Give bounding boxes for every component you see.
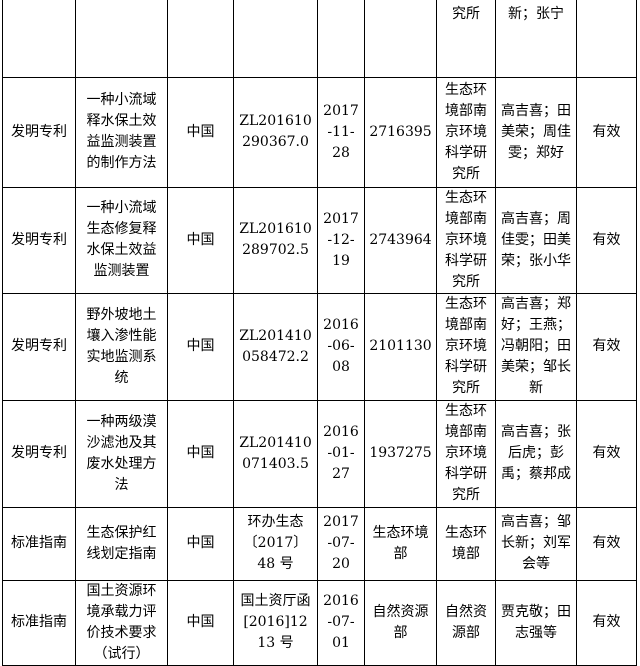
cell-code: 自然资源部	[364, 579, 437, 666]
cell-date: 2017-07-20	[317, 506, 365, 581]
cell-type: 发明专利	[2, 399, 76, 508]
cell-inventors: 高吉喜；张后虎；彭禹；蔡邦成	[495, 399, 577, 508]
cell-code: 2743964	[364, 186, 437, 294]
cell-date: 2016-01-27	[317, 399, 365, 508]
cell-country	[167, 0, 234, 78]
cell-title: 国土资源环境承载力评价技术要求（试行）	[75, 579, 168, 666]
cell-institution: 生态环境部南京环境科学研究所	[436, 186, 496, 294]
table-row: 标准指南 国土资源环境承载力评价技术要求（试行） 中国 国土资厅函[2016]1…	[2, 579, 637, 666]
cell-inventors: 高吉喜；田美荣；周佳雯；郑好	[495, 76, 577, 188]
cell-date	[317, 0, 365, 78]
cell-code	[364, 0, 437, 78]
cell-institution: 生态环境部	[436, 506, 496, 581]
table-row: 发明专利 一种小流域生态修复释水保土效益监测装置 中国 ZL2016102897…	[2, 186, 637, 294]
cell-status: 有效	[576, 186, 637, 294]
cell-type: 发明专利	[2, 186, 76, 294]
cell-inventors: 高吉喜；周佳雯；田美荣；张小华	[495, 186, 577, 294]
cell-status: 有效	[576, 506, 637, 581]
cell-inventors: 高吉喜；郑好；王燕；冯朝阳；田美荣；邹长新	[495, 292, 577, 401]
cell-country: 中国	[167, 292, 234, 401]
table-row: 发明专利 一种小流域释水保土效益监测装置的制作方法 中国 ZL201610290…	[2, 76, 637, 188]
cell-country: 中国	[167, 506, 234, 581]
cell-code: 生态环境部	[364, 506, 437, 581]
cell-title: 生态保护红线划定指南	[75, 506, 168, 581]
cell-code: 1937275	[364, 399, 437, 508]
cell-code: 2101130	[364, 292, 437, 401]
table-row-carryover: 究所 新；张宁	[2, 0, 637, 78]
cell-date: 2017-11-28	[317, 76, 365, 188]
cell-inventors: 贾克敬；田志强等	[495, 579, 577, 666]
cell-number: ZL201610290367.0	[233, 76, 318, 188]
cell-number: 环办生态〔2017〕48 号	[233, 506, 318, 581]
cell-type: 标准指南	[2, 579, 76, 666]
cell-type	[2, 0, 76, 78]
cell-date: 2017-12-19	[317, 186, 365, 294]
cell-number: ZL201410071403.5	[233, 399, 318, 508]
cell-status: 有效	[576, 292, 637, 401]
cell-type: 发明专利	[2, 292, 76, 401]
cell-status	[576, 0, 637, 78]
cell-type: 标准指南	[2, 506, 76, 581]
cell-number: 国土资厅函[2016]1213 号	[233, 579, 318, 666]
cell-code: 2716395	[364, 76, 437, 188]
cell-institution: 生态环境部南京环境科学研究所	[436, 399, 496, 508]
cell-date: 2016-07-01	[317, 579, 365, 666]
table-row: 标准指南 生态保护红线划定指南 中国 环办生态〔2017〕48 号 2017-0…	[2, 506, 637, 581]
cell-country: 中国	[167, 399, 234, 508]
table-row: 发明专利 一种两级漠沙滤池及其废水处理方法 中国 ZL201410071403.…	[2, 399, 637, 508]
cell-institution: 自然资源部	[436, 579, 496, 666]
cell-number: ZL201610289702.5	[233, 186, 318, 294]
cell-inventors: 高吉喜；邹长新；刘军会等	[495, 506, 577, 581]
cell-number: ZL201410058472.2	[233, 292, 318, 401]
cell-country: 中国	[167, 76, 234, 188]
cell-type: 发明专利	[2, 76, 76, 188]
cell-title: 一种小流域生态修复释水保土效益监测装置	[75, 186, 168, 294]
cell-institution: 生态环境部南京环境科学研究所	[436, 292, 496, 401]
cell-status: 有效	[576, 579, 637, 666]
cell-inventors: 新；张宁	[495, 0, 577, 78]
cell-status: 有效	[576, 399, 637, 508]
table-row: 发明专利 野外坡地土壤入渗性能实地监测系统 中国 ZL201410058472.…	[2, 292, 637, 401]
cell-title: 一种小流域释水保土效益监测装置的制作方法	[75, 76, 168, 188]
cell-country: 中国	[167, 579, 234, 666]
cell-title: 一种两级漠沙滤池及其废水处理方法	[75, 399, 168, 508]
cell-country: 中国	[167, 186, 234, 294]
cell-title	[75, 0, 168, 78]
cell-status: 有效	[576, 76, 637, 188]
cell-title: 野外坡地土壤入渗性能实地监测系统	[75, 292, 168, 401]
cell-institution: 究所	[436, 0, 496, 78]
cell-date: 2016-06-08	[317, 292, 365, 401]
cell-number	[233, 0, 318, 78]
cell-institution: 生态环境部南京环境科学研究所	[436, 76, 496, 188]
